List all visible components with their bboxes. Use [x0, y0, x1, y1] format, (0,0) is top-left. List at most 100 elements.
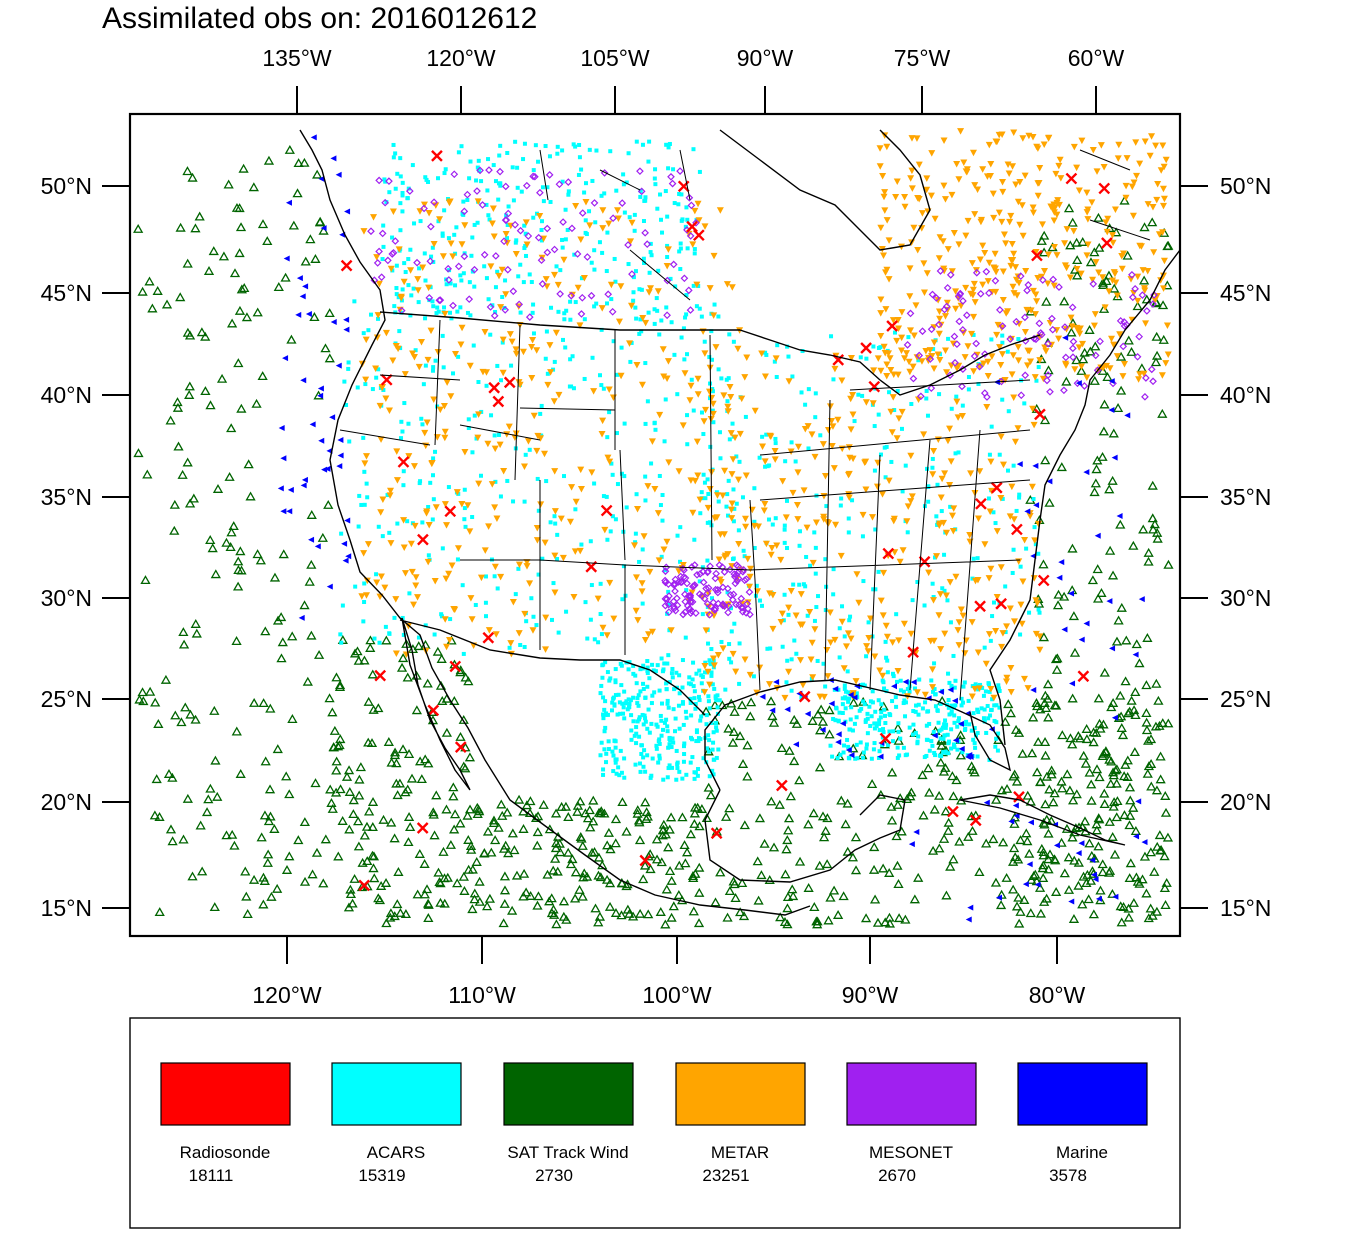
sat-wind-obs — [1137, 874, 1148, 884]
acars-obs — [645, 726, 650, 731]
mesonet-obs — [943, 284, 952, 292]
sat-wind-obs — [313, 649, 325, 659]
top-lon-label: 75°W — [894, 45, 951, 71]
sat-wind-obs — [1062, 769, 1073, 779]
acars-obs — [440, 231, 445, 236]
metar-obs — [524, 438, 532, 445]
sat-wind-obs — [875, 789, 887, 799]
acars-obs — [714, 725, 719, 730]
sat-wind-obs — [1008, 771, 1019, 781]
acars-obs — [524, 619, 529, 624]
acars-obs — [675, 766, 680, 771]
acars-obs — [610, 700, 615, 705]
acars-obs — [1000, 496, 1005, 501]
metar-obs — [734, 476, 742, 484]
sat-wind-obs — [575, 796, 586, 806]
metar-obs — [880, 343, 888, 351]
acars-obs — [706, 641, 711, 646]
sat-wind-obs — [337, 816, 348, 825]
acars-obs — [428, 480, 433, 485]
sat-wind-obs — [593, 870, 604, 880]
acars-obs — [531, 614, 536, 619]
metar-obs — [1113, 353, 1121, 360]
metar-obs — [432, 202, 440, 209]
sat-wind-obs — [1084, 838, 1095, 848]
sat-wind-obs — [1126, 346, 1137, 356]
acars-obs — [960, 403, 965, 408]
sat-wind-obs — [412, 889, 423, 899]
sat-wind-obs — [349, 648, 361, 658]
acars-obs — [873, 587, 878, 592]
acars-obs — [627, 660, 632, 665]
sat-wind-obs — [880, 917, 891, 927]
sat-wind-obs — [1001, 783, 1013, 793]
acars-obs — [612, 256, 617, 261]
acars-obs — [709, 673, 714, 678]
acars-obs — [717, 430, 722, 435]
metar-obs — [421, 429, 429, 437]
acars-obs — [665, 724, 670, 729]
acars-obs — [496, 197, 501, 202]
sat-wind-obs — [967, 825, 978, 835]
acars-obs — [885, 670, 890, 675]
acars-obs — [465, 197, 470, 202]
bottom-lon-label: 100°W — [642, 982, 712, 1008]
sat-wind-obs — [1015, 835, 1026, 845]
acars-obs — [989, 337, 994, 342]
sat-wind-obs — [226, 318, 238, 328]
metar-obs — [831, 365, 839, 373]
metar-obs — [987, 458, 995, 466]
sat-wind-obs — [1116, 917, 1127, 927]
acars-obs — [416, 300, 421, 305]
acars-obs — [670, 765, 675, 770]
acars-obs — [670, 666, 675, 671]
legend-swatch — [1017, 1062, 1148, 1126]
sat-wind-obs — [1157, 718, 1168, 728]
acars-obs — [912, 686, 917, 691]
metar-obs — [1011, 438, 1019, 446]
metar-obs — [648, 628, 656, 636]
metar-obs — [660, 373, 668, 381]
metar-obs — [1079, 340, 1087, 348]
metar-obs — [1015, 357, 1023, 364]
metar-obs — [659, 346, 667, 353]
acars-obs — [729, 629, 734, 634]
metar-obs — [953, 160, 961, 168]
mesonet-obs — [661, 601, 670, 610]
acars-obs — [521, 157, 526, 162]
metar-obs — [728, 515, 736, 522]
sat-wind-obs — [785, 791, 796, 801]
sat-wind-obs — [167, 836, 178, 846]
metar-obs — [876, 163, 884, 170]
sat-wind-obs — [532, 811, 544, 821]
acars-obs — [691, 283, 696, 288]
acars-obs — [352, 299, 357, 304]
acars-obs — [643, 695, 648, 700]
acars-obs — [633, 673, 638, 678]
mesonet-obs — [665, 592, 673, 600]
acars-obs — [654, 296, 659, 301]
metar-obs — [936, 520, 944, 528]
metar-obs — [481, 547, 489, 554]
acars-obs — [943, 725, 948, 730]
metar-obs — [576, 322, 584, 329]
sat-wind-obs — [1039, 896, 1050, 906]
sat-wind-obs — [1083, 894, 1094, 904]
acars-obs — [789, 657, 794, 662]
marine-obs — [296, 275, 303, 282]
acars-obs — [646, 159, 651, 164]
acars-obs — [342, 379, 347, 384]
mesonet-obs — [405, 187, 414, 195]
metar-obs — [914, 246, 922, 254]
sat-wind-obs — [184, 330, 196, 340]
sat-wind-obs — [229, 840, 240, 850]
sat-wind-obs — [197, 866, 208, 876]
acars-obs — [871, 747, 876, 752]
metar-obs — [787, 587, 795, 595]
sat-wind-obs — [872, 917, 884, 927]
sat-wind-obs — [1111, 778, 1122, 788]
acars-obs — [635, 719, 640, 724]
acars-obs — [1033, 542, 1038, 547]
acars-obs — [765, 464, 770, 469]
metar-obs — [993, 593, 1001, 601]
